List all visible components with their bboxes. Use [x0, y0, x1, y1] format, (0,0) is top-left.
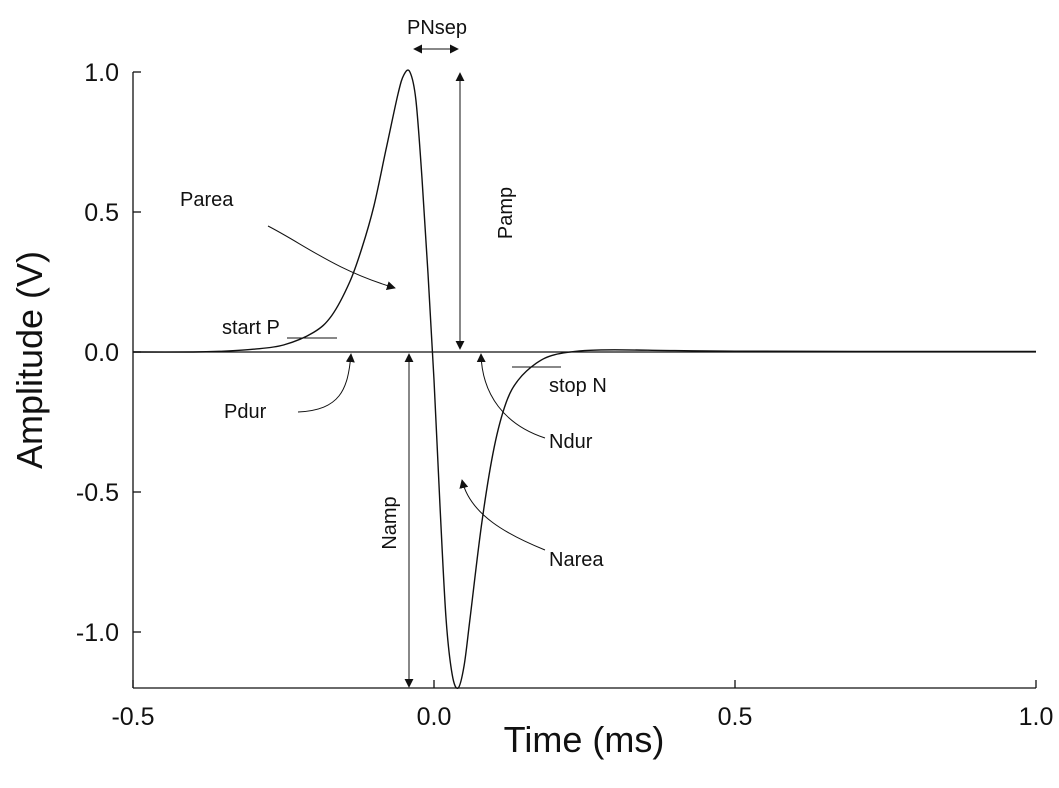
x-tick-label: -0.5 [111, 703, 154, 731]
y-axis-title: Amplitude (V) [9, 251, 50, 469]
ndur-label: Ndur [549, 431, 593, 453]
x-axis-title: Time (ms) [504, 719, 665, 760]
x-tick-label: 0.5 [718, 703, 753, 731]
x-tick-label: 1.0 [1019, 703, 1054, 731]
y-tick-label: 1.0 [84, 59, 119, 87]
x-tick-label: 0.0 [417, 703, 452, 731]
annotation-marks [267, 44, 561, 688]
ndur-arrow [476, 353, 546, 439]
start-p-label: start P [222, 317, 280, 339]
ticks: -0.5 0.0 0.5 1.0 1.0 0.5 0.0 -0.5 -1.0 [76, 59, 1053, 731]
y-tick-label: 0.0 [84, 339, 119, 367]
parea-label: Parea [180, 189, 234, 211]
y-tick-label: -1.0 [76, 619, 119, 647]
namp-label: Namp [379, 496, 401, 549]
y-tick-label: 0.5 [84, 199, 119, 227]
narea-arrow [459, 479, 546, 551]
pdur-arrow [297, 353, 355, 413]
pdur-label: Pdur [224, 401, 267, 423]
y-tick-label: -0.5 [76, 479, 119, 507]
narea-label: Narea [549, 549, 604, 571]
pnsep-label: PNsep [407, 17, 467, 39]
stop-n-label: stop N [549, 375, 607, 397]
waveform-line [132, 69, 1037, 689]
parea-arrow [267, 225, 396, 290]
pamp-label: Pamp [495, 187, 517, 239]
